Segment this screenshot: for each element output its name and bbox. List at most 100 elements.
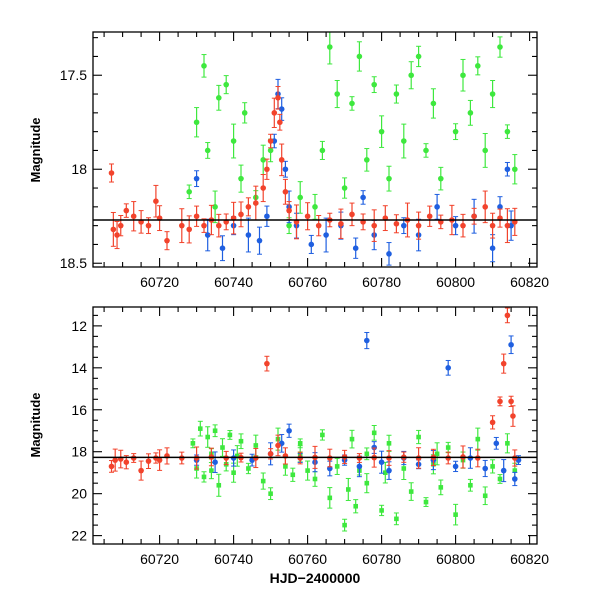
bottom-red-point bbox=[264, 360, 270, 367]
top-blue-point bbox=[489, 245, 496, 251]
bottom-green-point bbox=[408, 489, 414, 494]
top-green-point bbox=[378, 128, 385, 135]
top-red-point bbox=[504, 222, 511, 229]
top-green-point bbox=[475, 63, 481, 69]
top-y-tick-label: 17.5 bbox=[60, 67, 87, 83]
bottom-green-point bbox=[227, 432, 233, 438]
top-red-point bbox=[304, 213, 311, 220]
bottom-green-point bbox=[209, 468, 214, 473]
top-red-point bbox=[489, 222, 496, 229]
bottom-green-point bbox=[216, 482, 222, 488]
bottom-green-point bbox=[205, 434, 210, 440]
bottom-x-tick-label: 60820 bbox=[510, 551, 549, 567]
bottom-red-point bbox=[497, 398, 503, 405]
top-red-point bbox=[123, 207, 130, 214]
top-red-point bbox=[349, 211, 355, 218]
top-red-point bbox=[277, 119, 283, 126]
top-green-point bbox=[504, 128, 511, 135]
bottom-blue-point bbox=[482, 465, 489, 472]
top-red-point bbox=[278, 157, 285, 163]
top-x-tick-label: 60720 bbox=[140, 274, 179, 290]
bottom-green-point bbox=[505, 441, 510, 446]
bottom-red-point bbox=[156, 457, 163, 463]
bottom-panel: 60720 60740 60760 60780 60800 60820 12 14 16 18 20… bbox=[28, 306, 549, 586]
bottom-y-tick-label: 12 bbox=[71, 318, 87, 334]
top-blue-point bbox=[386, 251, 392, 257]
bottom-blue-point bbox=[286, 427, 292, 434]
bottom-y-axis-label: Magnitude bbox=[28, 393, 43, 458]
top-green-point bbox=[230, 138, 237, 144]
top-red-point bbox=[110, 226, 117, 233]
bottom-y-tick-label: 18 bbox=[71, 444, 87, 460]
top-x-tick-label: 60800 bbox=[436, 274, 475, 290]
bottom-green-point bbox=[220, 445, 225, 450]
top-x-tick-label: 60760 bbox=[288, 274, 327, 290]
bottom-y-tick-label: 22 bbox=[71, 528, 87, 544]
bottom-green-point bbox=[235, 453, 240, 459]
bottom-red-point bbox=[123, 459, 130, 466]
top-green-point bbox=[267, 147, 274, 154]
bottom-green-point bbox=[371, 430, 377, 436]
bottom-green-point bbox=[346, 487, 351, 492]
top-red-point bbox=[130, 213, 137, 220]
top-red-point bbox=[117, 222, 124, 229]
bottom-x-tick-label: 60760 bbox=[288, 551, 327, 567]
top-green-point bbox=[415, 53, 422, 60]
top-green-point bbox=[423, 147, 429, 154]
bottom-green-point bbox=[297, 441, 303, 446]
top-blue-point bbox=[308, 241, 315, 248]
top-green-point bbox=[349, 100, 355, 107]
bottom-green-point bbox=[334, 464, 340, 469]
bottom-panel-frame bbox=[92, 306, 538, 545]
top-red-point bbox=[260, 185, 267, 191]
top-red-point bbox=[393, 220, 400, 227]
top-red-point bbox=[482, 204, 489, 210]
bottom-green-point bbox=[353, 503, 358, 509]
top-green-point bbox=[223, 81, 229, 88]
top-red-point bbox=[286, 207, 292, 214]
bottom-green-point bbox=[383, 470, 388, 475]
bottom-green-point bbox=[238, 438, 244, 444]
top-panel: 60720 60740 60760 60780 60800 60820 17.5 18 18.5… bbox=[28, 31, 549, 290]
bottom-x-tick-label: 60720 bbox=[140, 551, 179, 567]
top-red-point bbox=[153, 198, 159, 204]
top-blue-point bbox=[323, 232, 329, 238]
top-ticks: 60720 60740 60760 60780 60800 60820 17.5 18 18.5 bbox=[60, 32, 549, 290]
top-red-point bbox=[186, 226, 192, 233]
top-green-point bbox=[216, 95, 222, 101]
top-red-point bbox=[415, 222, 422, 229]
top-red-point bbox=[315, 222, 322, 229]
top-blue-point bbox=[264, 213, 270, 220]
top-blue-point bbox=[352, 245, 359, 251]
top-green-point bbox=[467, 110, 474, 116]
bottom-blue-point bbox=[512, 476, 518, 482]
bottom-red-point bbox=[489, 419, 496, 426]
top-green-point bbox=[489, 91, 496, 97]
bottom-plot-area bbox=[93, 307, 537, 532]
bottom-red-point bbox=[275, 442, 281, 449]
bottom-green-point bbox=[416, 434, 421, 440]
bottom-y-tick-label: 14 bbox=[71, 360, 87, 376]
bottom-y-tick-label: 20 bbox=[71, 486, 87, 502]
bottom-green-point bbox=[212, 428, 218, 434]
bottom-blue-point bbox=[371, 444, 378, 451]
top-red-point bbox=[238, 211, 244, 218]
top-blue-point bbox=[504, 166, 511, 173]
top-y-tick-label: 18 bbox=[71, 161, 87, 177]
top-blue-point bbox=[256, 237, 263, 244]
bottom-green-point bbox=[312, 476, 318, 482]
x-axis-label: HJD−2400000 bbox=[270, 570, 361, 586]
bottom-green-point bbox=[364, 480, 370, 486]
bottom-blue-point bbox=[452, 463, 459, 470]
bottom-blue-point bbox=[212, 459, 218, 466]
top-green-point bbox=[393, 91, 400, 97]
top-blue-point bbox=[497, 204, 503, 210]
top-blue-point bbox=[245, 232, 252, 238]
bottom-green-point bbox=[260, 478, 266, 484]
top-red-point bbox=[108, 170, 115, 176]
bottom-green-point bbox=[453, 512, 458, 517]
top-red-point bbox=[426, 213, 433, 220]
top-red-point bbox=[193, 213, 200, 220]
top-green-point bbox=[238, 175, 244, 182]
